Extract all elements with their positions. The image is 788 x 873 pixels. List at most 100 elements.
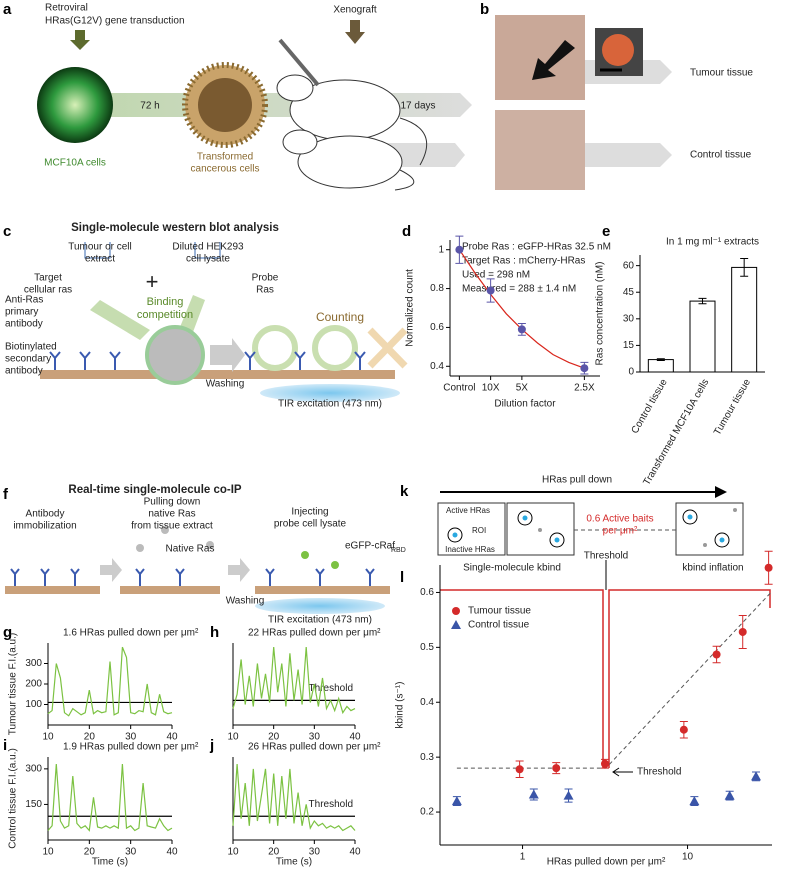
dot	[538, 528, 542, 532]
annotation: Measured = 288 ± 1.4 nM	[462, 284, 576, 295]
tumour	[602, 34, 634, 66]
x-axis-label: HRas pulled down per μm²	[547, 857, 666, 868]
particle	[136, 544, 144, 552]
bracket	[440, 589, 771, 768]
x-tick-label: 30	[125, 847, 137, 858]
point	[515, 765, 524, 774]
y-tick-label: 100	[25, 699, 42, 710]
arrow	[532, 40, 575, 80]
point	[563, 790, 574, 800]
x-tick-label: 20	[268, 847, 280, 858]
panel-letter: d	[402, 223, 411, 240]
label: native Ras	[148, 509, 195, 520]
y-axis-label: Ras concentration (nM)	[595, 262, 606, 366]
label: Transformed	[197, 152, 253, 163]
annotation: Used = 298 nM	[462, 270, 530, 281]
label: cancerous cells	[191, 164, 260, 175]
label: Tumour tissue	[690, 68, 753, 79]
y-tick-label: 300	[25, 658, 42, 669]
label: TIR excitation (473 nm)	[268, 615, 372, 626]
x-tick-label: 20	[268, 732, 280, 743]
panel-letter: h	[210, 624, 219, 641]
legend-marker	[452, 607, 460, 615]
label: kbind inflation	[682, 563, 743, 574]
x-tick-label: 2.5X	[574, 383, 595, 394]
label: 17 days	[400, 101, 435, 112]
panel-letter: k	[400, 483, 409, 500]
label: Binding	[147, 296, 184, 308]
label: cell lysate	[186, 254, 230, 265]
chart-title: 26 HRas pulled down per μm²	[248, 742, 381, 753]
panel-letter: f	[3, 486, 9, 503]
mouse-tail	[394, 169, 415, 191]
error-bar	[740, 258, 749, 277]
cell	[198, 78, 252, 132]
label: Control tissue	[690, 150, 752, 161]
panel-letter: e	[602, 223, 610, 240]
surface	[5, 586, 100, 594]
point	[486, 286, 495, 295]
dot	[703, 543, 707, 547]
arrow	[90, 300, 150, 340]
x-tick-label: 30	[125, 732, 137, 743]
label: eGFP-cRaf	[345, 541, 395, 552]
chart-title: 1.6 HRas pulled down per μm²	[63, 628, 199, 639]
label: Antibody	[26, 509, 65, 520]
label: Threshold	[584, 551, 628, 562]
y-tick-label: 200	[25, 679, 42, 690]
y-tick-label: 0	[628, 367, 634, 378]
syringe	[278, 38, 320, 87]
label: extract	[85, 254, 115, 265]
point	[455, 245, 464, 254]
y-tick-label: 1	[438, 244, 444, 255]
y-tick-label: 300	[25, 763, 42, 774]
dot	[733, 508, 737, 512]
chart-title: In 1 mg ml⁻¹ extracts	[666, 237, 759, 248]
tir	[260, 384, 400, 402]
label: primary	[5, 307, 38, 318]
y-tick-label: 0.6	[420, 587, 434, 598]
panel-a-art	[37, 20, 472, 191]
threshold-label: Threshold	[309, 799, 353, 810]
antibodies	[10, 568, 375, 586]
label: antibody	[5, 319, 43, 330]
particle	[331, 561, 339, 569]
roi	[517, 510, 533, 526]
label: MCF10A cells	[44, 158, 106, 169]
label: cellular ras	[24, 285, 72, 296]
y-axis-label: Tumour tissue F.I.(a.u.)	[8, 633, 19, 735]
label: probe cell lysate	[274, 519, 347, 530]
label: Washing	[206, 379, 245, 390]
point	[451, 796, 462, 806]
panel-letter: i	[3, 737, 7, 754]
x-tick-label: 10	[227, 732, 239, 743]
x-tick-label: 40	[349, 847, 361, 858]
arrow	[100, 558, 122, 582]
panel-title: Single-molecule western blot analysis	[71, 222, 279, 234]
y-tick-label: 0.4	[430, 361, 444, 372]
bar	[689, 300, 716, 373]
x-tick-label: 40	[349, 732, 361, 743]
point	[552, 764, 561, 773]
arrow-band	[585, 143, 672, 167]
point	[689, 796, 700, 806]
point	[764, 563, 773, 572]
point	[751, 771, 762, 781]
x-tick-label: 10X	[482, 383, 500, 394]
arrow	[228, 558, 250, 582]
panel-letter: g	[3, 624, 12, 641]
photo	[495, 15, 585, 100]
x-tick-label: 40	[166, 847, 178, 858]
particle	[161, 526, 169, 534]
arrowhead	[715, 486, 727, 498]
label: RBD	[391, 547, 406, 554]
mouse	[297, 135, 403, 189]
mouse	[276, 74, 314, 102]
y-tick-label: 0.6	[430, 322, 444, 333]
label: per μm²	[603, 526, 638, 537]
label: Anti-Ras	[5, 295, 43, 306]
label: Pulling down	[144, 497, 201, 508]
y-tick-label: 45	[623, 287, 635, 298]
annotation: Probe Ras : eGFP-HRas 32.5 nM	[462, 242, 611, 253]
